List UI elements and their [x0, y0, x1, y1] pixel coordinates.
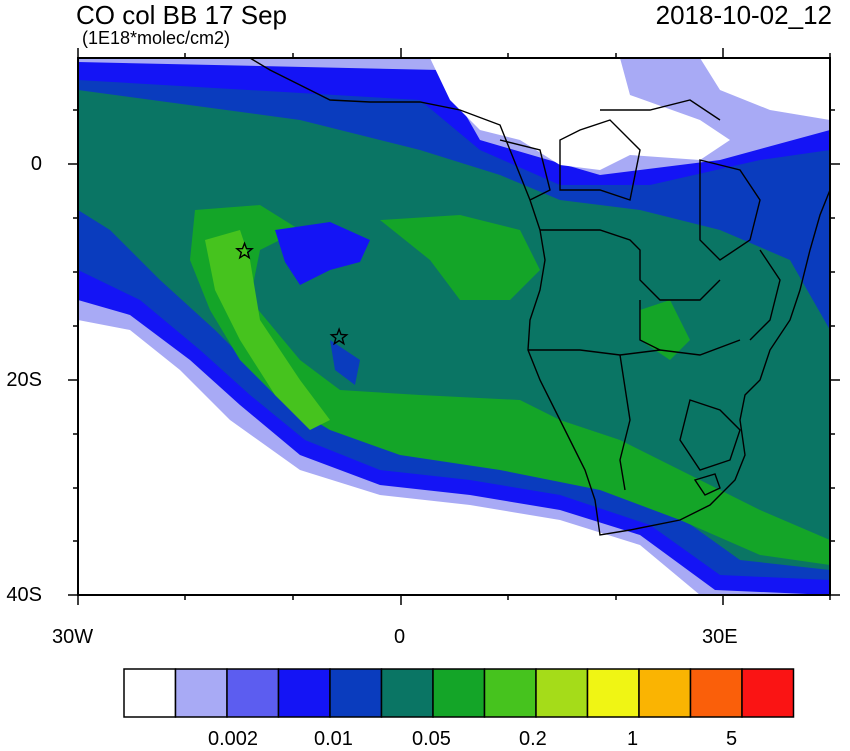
colorbar-label-4: 1 [627, 728, 639, 750]
ytick-40s: 40S [6, 584, 42, 606]
colorbar-box-5 [380, 668, 434, 718]
colorbar-box-3 [277, 668, 331, 718]
country-borders [249, 58, 830, 536]
colorbar-label-0: 0.002 [208, 728, 259, 750]
colorbar-label-1: 0.01 [314, 728, 353, 750]
border-6 [639, 300, 661, 351]
units-label: (1E18*molec/cm2) [82, 28, 231, 48]
field-green-2 [380, 215, 540, 300]
star-2-marker [329, 327, 349, 346]
co-field [78, 58, 830, 595]
colorbar-label-2: 0.05 [412, 728, 451, 750]
field-white-patch [430, 58, 730, 170]
ytick-0: 0 [30, 153, 42, 175]
field-white-patch-2 [700, 58, 830, 120]
border-9 [600, 99, 721, 121]
field-blue-center-2 [330, 340, 360, 385]
colorbar-box-0 [123, 668, 177, 718]
border-2 [528, 339, 741, 356]
datetime-label: 2018-10-02_12 [655, 0, 832, 30]
border-10 [499, 139, 551, 201]
border-8 [749, 249, 781, 341]
border-1 [540, 229, 721, 301]
border-4 [559, 119, 641, 201]
colorbar-box-11 [689, 668, 743, 718]
colorbar-label-3: 0.2 [519, 728, 547, 750]
map-title: CO col BB 17 Sep [76, 0, 287, 30]
colorbar-box-2 [226, 668, 280, 718]
border-5 [699, 159, 761, 261]
colorbar-box-8 [535, 668, 589, 718]
xtick-30w: 30W [52, 626, 94, 648]
xtick-0: 0 [394, 626, 406, 648]
axis-ticks [68, 48, 840, 605]
lesotho [693, 473, 721, 496]
colorbar-label-5: 5 [726, 728, 738, 750]
border-3 [619, 354, 631, 491]
colorbar-box-12 [741, 668, 795, 718]
coastline-west-africa [249, 58, 830, 536]
colorbar-box-9 [586, 668, 640, 718]
colorbar-box-1 [174, 668, 228, 718]
colorbar [123, 668, 795, 718]
field-light-green [205, 230, 330, 430]
colorbar-box-6 [432, 668, 486, 718]
star-1-marker [235, 241, 254, 260]
border-7 [679, 399, 741, 471]
ytick-20s: 20S [6, 369, 42, 391]
xtick-30e: 30E [702, 626, 738, 648]
field-green [190, 205, 830, 565]
field-deep-blue-center [275, 222, 370, 285]
colorbar-box-7 [483, 668, 537, 718]
field-green-east [640, 300, 690, 360]
colorbar-box-4 [329, 668, 383, 718]
colorbar-box-10 [638, 668, 692, 718]
source-markers [235, 241, 349, 346]
